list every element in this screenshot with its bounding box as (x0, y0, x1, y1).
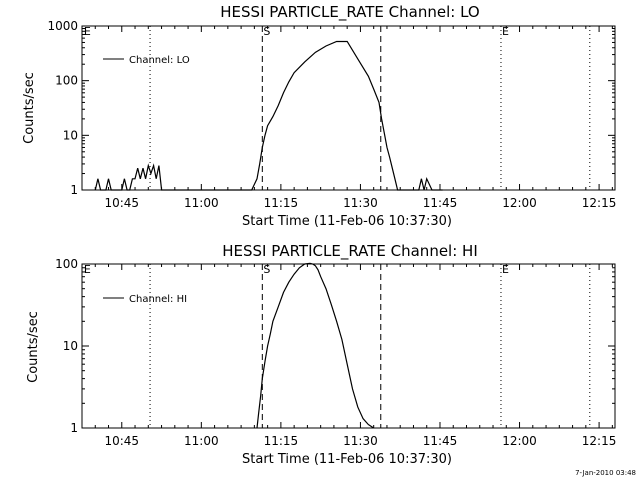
y-tick-label-hi-1: 10 (63, 339, 78, 353)
x-tick-label-hi-4: 11:45 (423, 434, 458, 448)
y-axis-label-lo: Counts/sec (22, 72, 37, 144)
marker-label-hi-0: E (84, 263, 91, 276)
legend-lo: Channel: LO (103, 55, 190, 66)
marker-label-lo-2: E (502, 25, 509, 38)
x-tick-label-lo-5: 12:00 (502, 196, 537, 210)
marker-label-hi-2: E (502, 263, 509, 276)
chart-hi: HESSI PARTICLE_RATE Channel: HI E S E 10:4… (26, 242, 616, 467)
x-tick-label-hi-2: 11:15 (264, 434, 299, 448)
marker-label-lo-1: S (263, 25, 270, 38)
series-line-hi-0 (256, 262, 375, 429)
legend-label-lo: Channel: LO (129, 55, 190, 66)
x-tick-label-hi-1: 11:00 (184, 434, 219, 448)
legend-hi: Channel: HI (103, 294, 187, 305)
y-axis-label-hi: Counts/sec (26, 311, 41, 383)
x-tick-label-lo-1: 11:00 (184, 196, 219, 210)
legend-label-hi: Channel: HI (129, 294, 187, 305)
x-tick-label-hi-3: 11:30 (343, 434, 378, 448)
x-axis-label-lo: Start Time (11-Feb-06 10:37:30) (242, 214, 452, 229)
x-tick-label-hi-5: 12:00 (502, 434, 537, 448)
series-line-lo-0 (94, 40, 443, 191)
marker-label-hi-1: S (263, 263, 270, 276)
x-tick-label-lo-3: 11:30 (343, 196, 378, 210)
y-tick-label-lo-1: 10 (63, 128, 78, 142)
timestamp-footer: 7-Jan-2010 03:48 (575, 469, 636, 477)
chart-title-lo: HESSI PARTICLE_RATE Channel: LO (220, 3, 479, 22)
y-tick-label-hi-0: 1 (70, 421, 78, 435)
y-tick-label-hi-2: 100 (55, 257, 78, 271)
x-tick-label-lo-0: 10:45 (104, 196, 139, 210)
x-axis-label-hi: Start Time (11-Feb-06 10:37:30) (242, 452, 452, 467)
chart-title-hi: HESSI PARTICLE_RATE Channel: HI (222, 242, 478, 261)
plot-frame-hi (81, 263, 616, 429)
chart-lo: HESSI PARTICLE_RATE Channel: LO E S E 10:4… (22, 3, 616, 229)
x-tick-label-hi-6: 12:15 (582, 434, 617, 448)
plot-frame-lo (81, 25, 616, 191)
x-tick-label-lo-6: 12:15 (582, 196, 617, 210)
y-tick-label-lo-0: 1 (70, 183, 78, 197)
x-tick-label-lo-2: 11:15 (264, 196, 299, 210)
y-tick-label-lo-3: 1000 (47, 19, 78, 33)
x-tick-label-hi-0: 10:45 (104, 434, 139, 448)
marker-label-lo-0: E (84, 25, 91, 38)
y-tick-label-lo-2: 100 (55, 74, 78, 88)
x-tick-label-lo-4: 11:45 (423, 196, 458, 210)
